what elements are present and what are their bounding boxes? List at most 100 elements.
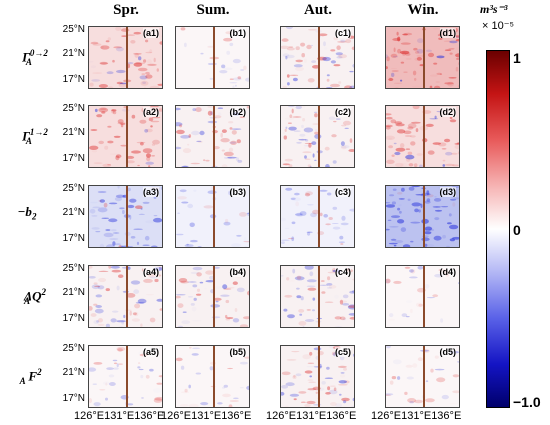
field-blob xyxy=(386,56,390,62)
field-blob xyxy=(176,294,186,296)
field-blob xyxy=(307,78,315,83)
field-blob xyxy=(434,355,439,359)
field-blob xyxy=(289,74,299,76)
field-blob xyxy=(158,375,162,378)
field-blob xyxy=(180,135,190,139)
field-blob xyxy=(425,380,429,383)
field-blob xyxy=(301,124,304,129)
field-blob xyxy=(409,401,414,404)
field-blob xyxy=(154,278,159,283)
field-blob xyxy=(389,313,394,318)
field-blob xyxy=(453,197,459,200)
field-blob xyxy=(322,56,331,62)
panel-tag: (a3) xyxy=(142,187,159,197)
field-blob xyxy=(288,126,297,131)
field-blob xyxy=(293,374,296,378)
field-blob xyxy=(245,77,249,82)
field-blob xyxy=(192,307,197,312)
latitude-tick: 25°N xyxy=(62,103,85,114)
field-blob xyxy=(349,290,354,294)
field-blob xyxy=(319,212,323,217)
field-blob xyxy=(223,68,232,71)
field-blob xyxy=(156,298,162,302)
field-blob xyxy=(229,42,234,47)
field-blob xyxy=(454,144,459,150)
field-blob xyxy=(390,68,398,69)
field-blob xyxy=(246,106,249,109)
field-blob xyxy=(91,284,100,290)
field-blob xyxy=(135,302,145,304)
field-blob xyxy=(295,373,302,377)
row-label-symbol: ΔQ xyxy=(23,288,42,304)
field-blob xyxy=(339,299,344,305)
field-texture xyxy=(281,187,354,247)
field-blob xyxy=(231,243,241,247)
field-blob xyxy=(425,123,434,127)
field-blob xyxy=(141,73,146,75)
field-blob xyxy=(127,62,134,65)
field-blob xyxy=(108,266,112,269)
field-blob xyxy=(389,194,395,197)
field-blob xyxy=(176,146,182,150)
row-label-superscript: 2 xyxy=(41,287,47,297)
field-blob xyxy=(305,191,313,196)
field-blob xyxy=(189,222,195,228)
boundary-line xyxy=(126,346,128,407)
field-blob xyxy=(349,208,354,212)
field-blob xyxy=(443,40,453,42)
field-blob xyxy=(318,33,328,37)
field-blob xyxy=(97,191,107,193)
field-blob xyxy=(434,27,439,29)
field-blob xyxy=(93,282,98,285)
field-blob xyxy=(455,53,459,58)
field-blob xyxy=(122,209,125,215)
field-blob xyxy=(386,124,393,128)
field-blob xyxy=(138,213,145,215)
field-blob xyxy=(288,280,295,281)
panel-tag: (c1) xyxy=(334,28,351,38)
field-blob xyxy=(98,318,103,323)
field-blob xyxy=(330,60,336,64)
field-blob xyxy=(178,278,188,283)
field-blob xyxy=(436,55,445,59)
field-blob xyxy=(146,156,151,162)
field-blob xyxy=(445,151,453,156)
longitude-tick: 136°E xyxy=(221,410,252,422)
field-blob xyxy=(337,384,348,386)
field-blob xyxy=(390,88,400,89)
field-blob xyxy=(400,42,411,45)
colorbar-units: m³s⁻³ xyxy=(480,2,508,16)
field-blob xyxy=(303,147,306,150)
field-blob xyxy=(134,303,141,309)
field-blob xyxy=(190,303,195,306)
field-blob xyxy=(210,186,213,191)
field-blob xyxy=(91,79,101,82)
field-blob xyxy=(107,164,111,166)
field-blob xyxy=(100,45,104,49)
field-blob xyxy=(405,57,412,60)
field-blob xyxy=(221,129,227,133)
field-blob xyxy=(111,310,119,313)
field-blob xyxy=(332,226,341,230)
field-blob xyxy=(304,155,307,159)
field-blob xyxy=(229,82,238,84)
field-blob xyxy=(145,161,154,165)
field-blob xyxy=(179,189,187,193)
field-blob xyxy=(138,362,141,364)
field-blob xyxy=(452,202,456,207)
field-blob xyxy=(225,286,235,289)
field-blob xyxy=(103,202,108,208)
field-blob xyxy=(98,200,102,202)
field-blob xyxy=(325,164,330,167)
field-blob xyxy=(107,37,111,41)
field-blob xyxy=(446,245,450,247)
field-blob xyxy=(291,221,296,225)
panel-tag: (d3) xyxy=(439,187,456,197)
field-blob xyxy=(188,296,193,298)
latitude-tick: 21°N xyxy=(62,48,85,59)
field-blob xyxy=(152,139,160,145)
field-blob xyxy=(247,290,249,296)
field-blob xyxy=(193,190,196,192)
field-blob xyxy=(196,272,202,277)
field-blob xyxy=(220,132,223,138)
